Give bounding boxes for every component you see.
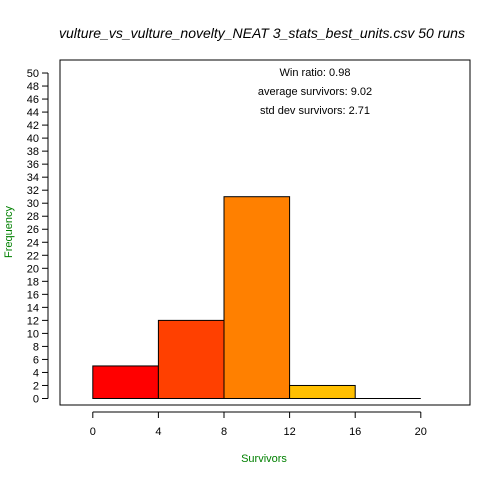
y-tick-label-11: 22: [27, 250, 39, 262]
y-tick-label-17: 34: [27, 172, 39, 184]
stat-annotation-1: average survivors: 9.02: [258, 86, 372, 98]
stats-annotations: Win ratio: 0.98 average survivors: 9.02 st…: [258, 67, 372, 117]
y-tick-label-19: 38: [27, 146, 39, 158]
bar-2: [223, 196, 291, 399]
x-tick-label-5: 20: [415, 426, 427, 438]
x-tick-label-2: 8: [221, 426, 227, 438]
bar-0: [92, 365, 159, 399]
bar-3: [289, 384, 356, 399]
y-tick-label-13: 26: [27, 224, 39, 236]
bar-1: [157, 319, 225, 399]
y-tick-label-23: 46: [27, 94, 39, 106]
y-tick-label-25: 50: [27, 68, 39, 80]
y-tick-label-3: 6: [33, 354, 39, 366]
y-axis: 0246810121416182022242628303234363840424…: [27, 68, 49, 405]
y-tick-label-22: 44: [27, 107, 39, 119]
x-axis: 0 4 8 12 16 20: [90, 411, 427, 438]
y-tick-label-10: 20: [27, 263, 39, 275]
y-tick-label-18: 36: [27, 159, 39, 171]
y-tick-label-1: 2: [33, 380, 39, 392]
y-tick-label-20: 40: [27, 133, 39, 145]
x-tick-label-1: 4: [155, 426, 161, 438]
y-tick-label-4: 8: [33, 341, 39, 353]
y-tick-label-15: 30: [27, 198, 39, 210]
y-tick-label-9: 18: [27, 276, 39, 288]
y-tick-label-7: 14: [27, 302, 39, 314]
x-tick-label-0: 0: [90, 426, 96, 438]
plot-frame: [59, 59, 471, 406]
y-tick-label-0: 0: [33, 393, 39, 405]
y-tick-label-24: 48: [27, 81, 39, 93]
y-tick-label-2: 4: [33, 367, 39, 379]
bars-group: [92, 196, 421, 399]
y-tick-label-16: 32: [27, 185, 39, 197]
y-tick-label-14: 28: [27, 211, 39, 223]
y-tick-label-6: 12: [27, 315, 39, 327]
x-tick-label-3: 12: [283, 426, 295, 438]
y-tick-label-12: 24: [27, 237, 39, 249]
stat-annotation-2: std dev survivors: 2.71: [260, 105, 370, 117]
stat-annotation-0: Win ratio: 0.98: [280, 67, 351, 79]
x-tick-label-4: 16: [349, 426, 361, 438]
y-tick-label-21: 42: [27, 120, 39, 132]
y-tick-label-8: 16: [27, 289, 39, 301]
chart-title: vulture_vs_vulture_novelty_NEAT 3_stats_…: [59, 25, 465, 41]
y-tick-label-5: 10: [27, 328, 39, 340]
x-axis-label: Survivors: [241, 453, 287, 465]
y-axis-label: Frequency: [3, 206, 15, 258]
